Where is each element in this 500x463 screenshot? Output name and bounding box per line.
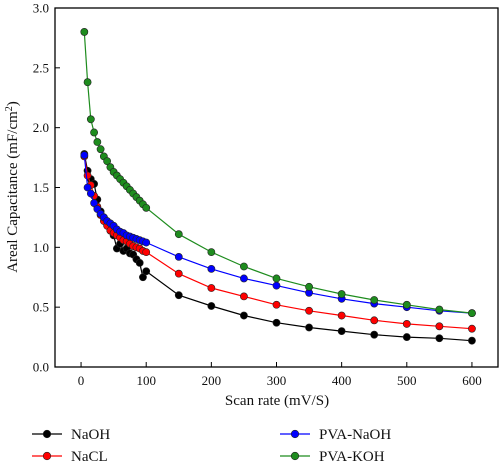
legend-label: NaOH (71, 427, 110, 443)
y-tick-label: 3.0 (33, 1, 49, 16)
series-layer (80, 28, 476, 345)
data-point (80, 151, 89, 160)
legend: NaOH NaCL PVA-NaOH PVA-KOH (32, 427, 391, 463)
legend-label: PVA-NaOH (319, 427, 391, 443)
data-point (86, 189, 95, 198)
data-point (305, 323, 313, 332)
legend-label: PVA-KOH (319, 449, 385, 463)
x-tick-label: 400 (332, 373, 352, 388)
data-point (174, 269, 183, 278)
data-point (272, 274, 281, 283)
data-point (240, 274, 248, 283)
data-point (90, 128, 98, 137)
data-point (240, 311, 248, 320)
data-point (370, 316, 379, 325)
data-point (80, 28, 89, 36)
data-point (272, 281, 281, 290)
data-point (240, 262, 248, 271)
data-point (86, 115, 95, 124)
data-point (337, 290, 346, 298)
y-axis-title-close: ) (5, 101, 21, 106)
series-pva-naoh (80, 151, 476, 318)
legend-item: NaOH (32, 427, 110, 443)
data-point (337, 311, 346, 320)
y-axis-title-main: Areal Capacitance (mF/cm (5, 111, 21, 273)
tick-layer: 0 100 200 300 400 500 600 0.0 0.5 1.0 1.5 2.0 2.5 3.0 (33, 1, 482, 389)
data-point (83, 183, 92, 192)
data-point (174, 291, 183, 300)
data-point (142, 267, 151, 276)
x-tick-label: 100 (136, 373, 156, 388)
data-point (142, 203, 151, 212)
data-point (435, 305, 444, 314)
legend-item: NaCL (32, 449, 108, 463)
y-tick-label: 1.0 (33, 240, 49, 255)
x-tick-label: 300 (267, 373, 287, 388)
data-point (305, 306, 313, 315)
data-point (93, 138, 102, 146)
legend-item: PVA-NaOH (280, 427, 391, 443)
data-point (207, 248, 216, 257)
data-point (370, 296, 379, 304)
data-point (402, 300, 411, 309)
x-tick-label: 200 (202, 373, 222, 388)
legend-label: NaCL (71, 449, 108, 463)
data-point (174, 253, 183, 261)
data-point (468, 309, 476, 318)
legend-marker (290, 451, 300, 461)
data-point (468, 324, 476, 333)
legend-item: PVA-KOH (280, 449, 385, 463)
data-point (435, 322, 444, 331)
data-point (272, 300, 281, 309)
data-point (96, 145, 105, 154)
data-point (435, 334, 444, 343)
data-point (337, 327, 346, 335)
data-point (402, 333, 411, 341)
data-point (305, 282, 313, 291)
y-tick-label: 2.0 (33, 120, 49, 135)
series-pva-koh (80, 28, 476, 318)
y-tick-label: 0.0 (33, 360, 49, 375)
data-point (90, 199, 98, 207)
data-point (370, 330, 379, 339)
data-point (240, 292, 248, 301)
data-point (103, 157, 112, 166)
data-point (139, 273, 147, 282)
data-point (207, 264, 216, 273)
x-tick-label: 600 (462, 373, 482, 388)
y-axis-title: Areal Capacitance (mF/cm2) (4, 101, 22, 273)
x-tick-label: 500 (397, 373, 417, 388)
y-tick-label: 1.5 (33, 180, 49, 195)
data-point (402, 320, 411, 328)
data-point (468, 336, 476, 345)
y-axis-title-superscript: 2 (4, 106, 15, 111)
legend-marker (42, 451, 52, 461)
legend-marker (42, 429, 52, 439)
data-point (83, 78, 92, 87)
data-point (142, 238, 151, 247)
y-tick-label: 0.5 (33, 300, 49, 315)
data-point (142, 248, 151, 257)
data-point (83, 171, 92, 180)
data-point (207, 284, 216, 292)
data-point (207, 302, 216, 310)
x-tick-label: 0 (78, 373, 85, 388)
data-point (135, 258, 144, 267)
data-point (272, 318, 281, 327)
x-axis-title: Scan rate (mV/S) (225, 393, 329, 409)
data-point (174, 230, 183, 239)
legend-marker (290, 429, 300, 439)
y-tick-label: 2.5 (33, 60, 49, 75)
